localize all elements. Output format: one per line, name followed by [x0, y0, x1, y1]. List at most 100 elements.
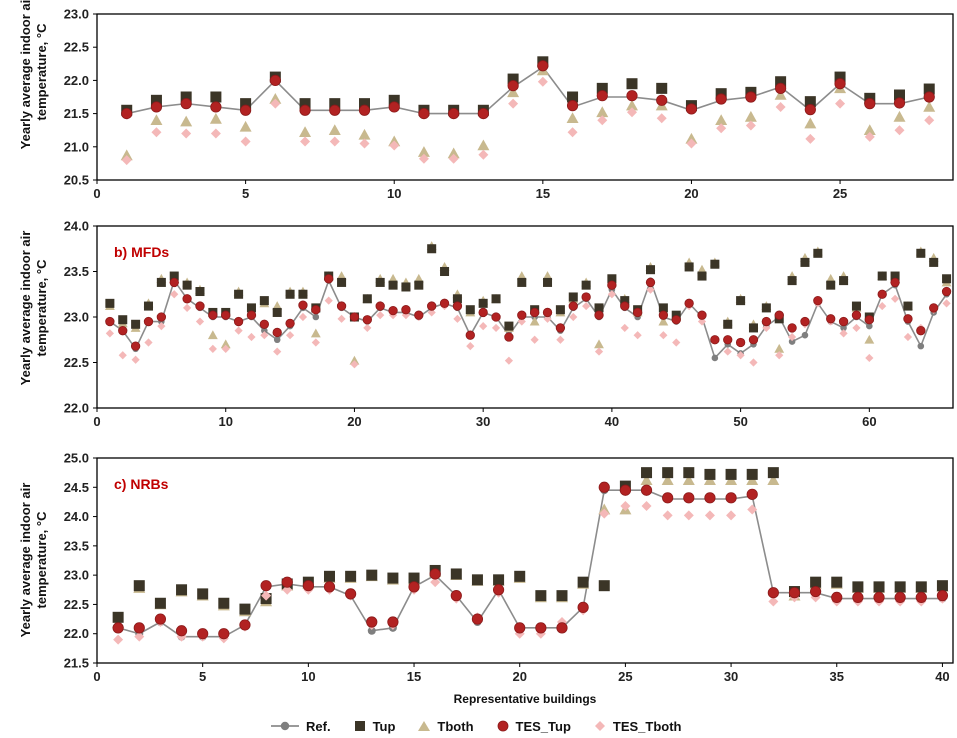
y-tick-label: 20.5	[64, 173, 89, 188]
legend-item-tup: Tup	[353, 719, 395, 734]
series-tup-point	[598, 580, 610, 592]
series-ref-point	[788, 338, 796, 345]
series-tboth-point	[594, 339, 604, 349]
series-tes-tup-point	[514, 622, 526, 634]
series-tboth-point	[272, 301, 283, 311]
series-tes-tboth-point	[389, 140, 400, 151]
series-tes-tup-point	[259, 319, 270, 329]
legend-tboth-symbol	[418, 721, 431, 731]
series-tes-tboth-point	[839, 329, 848, 338]
y-tick-label: 22.5	[64, 40, 89, 55]
series-tes-tup	[121, 60, 935, 120]
series-tes-tboth-point	[261, 590, 272, 601]
series-tes-tup-point	[626, 90, 638, 102]
series-tes-tboth-point	[704, 510, 715, 521]
series-tes-tboth-point	[285, 331, 295, 340]
series-tes-tup-point	[723, 335, 733, 345]
series-tup-point	[452, 294, 462, 304]
series-tup-point	[810, 576, 822, 588]
series-tes-tboth-point	[597, 115, 608, 126]
series-tboth-point	[923, 100, 936, 112]
series-tboth-point	[685, 132, 698, 144]
series-tup-point	[471, 574, 483, 586]
series-tes-tup-point	[873, 591, 885, 604]
legend-tes-tup-label: TES_Tup	[515, 718, 571, 734]
series-tes-tboth-point	[170, 290, 179, 299]
series-tboth-point	[349, 355, 360, 365]
x-tick-label: 20	[347, 414, 361, 429]
series-tup-point	[800, 257, 810, 267]
series-tup-point	[197, 588, 209, 600]
series-tes-tboth-point	[363, 323, 372, 333]
x-tick-label: 0	[93, 414, 100, 429]
series-tes-tup-point	[725, 492, 737, 504]
series-tboth-point	[682, 474, 695, 486]
series-tes-tup-point	[401, 305, 411, 315]
y-axis-label: Yearly average indoor airtemperature, °C	[18, 483, 49, 638]
y-tick-label: 22.5	[64, 597, 89, 612]
series-tup-point	[915, 581, 927, 593]
series-tes-tup-point	[542, 307, 553, 318]
x-tick-label: 25	[618, 669, 632, 684]
series-tes-tup-point	[893, 97, 906, 109]
series-tes-tup-point	[715, 93, 727, 105]
series-tup-point	[465, 305, 475, 315]
series-ref-point	[273, 336, 281, 344]
series-tup-point	[656, 82, 668, 94]
series-tes-tup-point	[704, 492, 716, 504]
series-tup-point	[942, 274, 952, 284]
series-tup-point	[641, 467, 653, 479]
series-tes-tup-point	[298, 300, 308, 310]
series-tes-tup-point	[169, 277, 179, 288]
series-tes-tup-point	[130, 341, 141, 351]
series-tes-tboth-point	[121, 155, 132, 166]
series-tes-tup-point	[362, 315, 372, 325]
series-tes-tup-point	[607, 280, 617, 290]
series-tup-point	[246, 303, 256, 313]
series-tes-tboth-point	[157, 322, 166, 331]
series-tes-tup-point	[923, 91, 935, 103]
series-tes-tup-point	[388, 101, 400, 113]
series-tboth-point	[477, 139, 490, 151]
series-tup-point	[804, 96, 816, 108]
series-tes-tboth-point	[683, 510, 694, 521]
series-tup-point	[118, 315, 128, 325]
series-tboth-point	[447, 147, 460, 159]
series-tes-tboth-point	[762, 323, 771, 333]
legend-ref-symbol	[271, 721, 299, 731]
series-tes-tup-point	[471, 613, 484, 625]
series-tes-tup-point	[492, 584, 505, 596]
series-tes-tup-point	[658, 310, 669, 320]
y-tick-label: 23.0	[64, 7, 89, 22]
series-tes-tup-point	[683, 492, 695, 504]
series-tes-tup-point	[746, 488, 758, 500]
series-tup-point	[285, 289, 295, 299]
series-tes-tboth-point	[530, 335, 539, 344]
series-tes-tup-point	[804, 104, 816, 116]
series-ref-line	[117, 489, 943, 638]
y-axis-label-line1: Yearly average indoor air	[18, 483, 33, 638]
y-tick-label: 21.0	[64, 139, 89, 154]
series-tes-tboth-point	[726, 510, 737, 521]
series-tboth-point	[417, 146, 430, 157]
series-tes-tup-point	[349, 312, 360, 322]
series-tes-tboth-point	[537, 76, 548, 87]
series-tboth-point	[336, 271, 347, 280]
legend-item-tboth: Tboth	[417, 719, 474, 734]
series-tes-tup-point	[281, 576, 293, 588]
series-tup-point	[176, 584, 188, 596]
series-tup-point	[736, 296, 746, 306]
series-tes-tup-point	[195, 301, 205, 311]
series-tboth-point	[516, 271, 527, 280]
series-tboth-point	[150, 114, 163, 126]
series-tup-point	[414, 280, 424, 290]
series-tup-point	[169, 271, 179, 281]
series-tes-tup-point	[787, 323, 797, 333]
series-tes-tup-point	[774, 310, 784, 320]
series-tes-tup-point	[826, 314, 836, 324]
series-tes-tup-point	[748, 335, 759, 345]
y-tick-label: 24.5	[64, 480, 89, 495]
series-tup-point	[748, 323, 758, 333]
series-tboth-point	[640, 474, 653, 486]
series-tes-tup-point	[851, 310, 862, 320]
